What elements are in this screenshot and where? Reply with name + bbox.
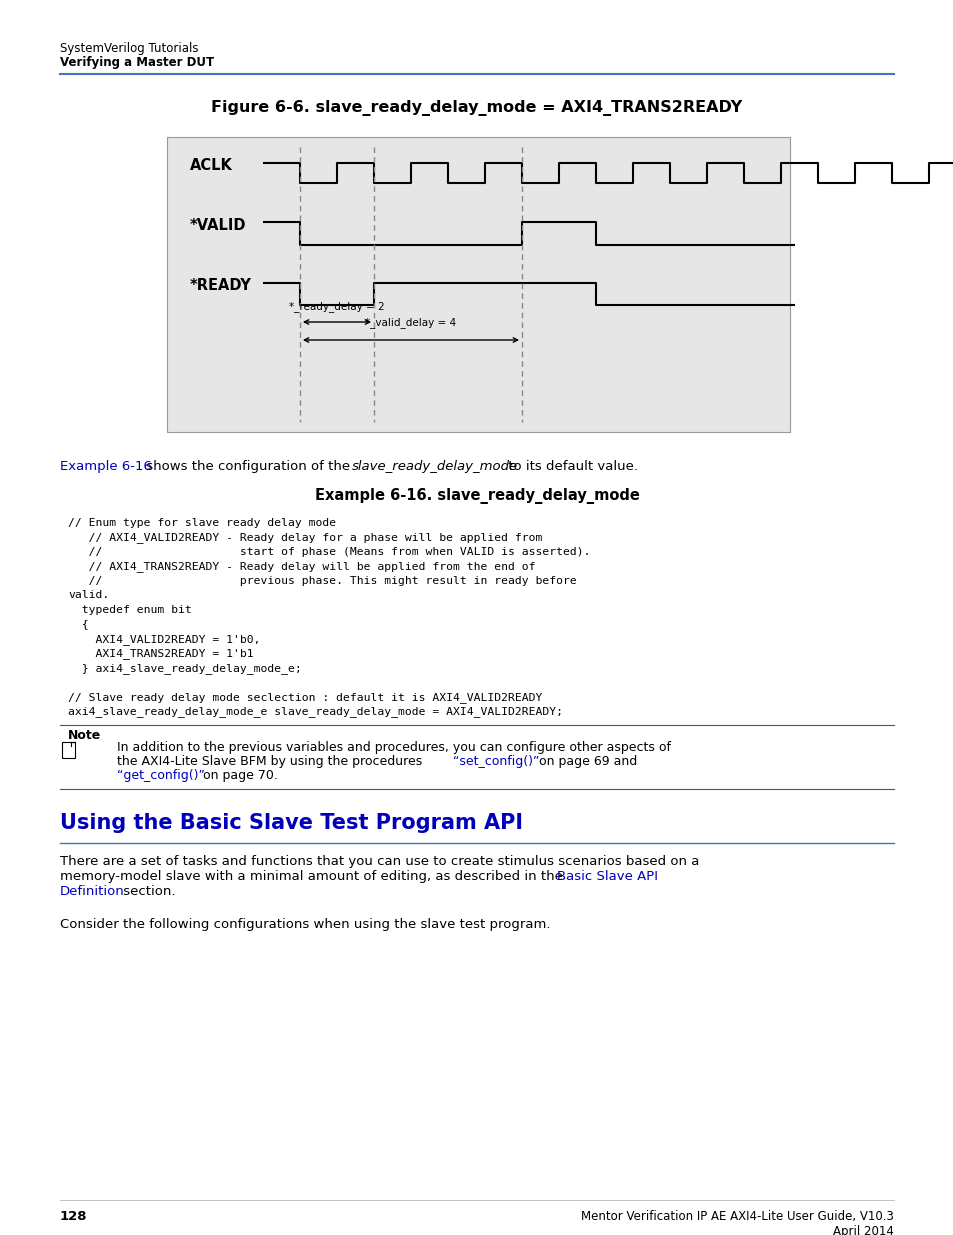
Text: *VALID: *VALID xyxy=(190,219,246,233)
Text: //                    previous phase. This might result in ready before: // previous phase. This might result in … xyxy=(68,576,577,585)
Text: slave_ready_delay_mode: slave_ready_delay_mode xyxy=(352,459,517,473)
Text: Example 6-16: Example 6-16 xyxy=(60,459,152,473)
Text: “get_config()”: “get_config()” xyxy=(117,769,205,782)
Text: ACLK: ACLK xyxy=(190,158,233,173)
Text: Example 6-16. slave_ready_delay_mode: Example 6-16. slave_ready_delay_mode xyxy=(314,488,639,504)
Text: SystemVerilog Tutorials: SystemVerilog Tutorials xyxy=(60,42,198,56)
Text: } axi4_slave_ready_delay_mode_e;: } axi4_slave_ready_delay_mode_e; xyxy=(68,663,301,674)
Text: There are a set of tasks and functions that you can use to create stimulus scena: There are a set of tasks and functions t… xyxy=(60,855,699,868)
Text: // AXI4_TRANS2READY - Ready delay will be applied from the end of: // AXI4_TRANS2READY - Ready delay will b… xyxy=(68,562,535,572)
Text: 128: 128 xyxy=(60,1210,88,1223)
Text: Verifying a Master DUT: Verifying a Master DUT xyxy=(60,56,213,69)
Text: Definition: Definition xyxy=(60,885,125,898)
Text: Basic Slave API: Basic Slave API xyxy=(557,869,658,883)
Text: *_ready_delay = 2: *_ready_delay = 2 xyxy=(289,301,384,312)
Text: Consider the following configurations when using the slave test program.: Consider the following configurations wh… xyxy=(60,918,550,931)
Text: shows the configuration of the: shows the configuration of the xyxy=(142,459,356,473)
Text: *_valid_delay = 4: *_valid_delay = 4 xyxy=(365,317,456,329)
Text: Figure 6-6. slave_ready_delay_mode = AXI4_TRANS2READY: Figure 6-6. slave_ready_delay_mode = AXI… xyxy=(212,100,741,116)
Text: AXI4_VALID2READY = 1'b0,: AXI4_VALID2READY = 1'b0, xyxy=(68,634,260,645)
Text: {: { xyxy=(68,620,89,630)
Text: AXI4_TRANS2READY = 1'b1: AXI4_TRANS2READY = 1'b1 xyxy=(68,648,253,659)
Bar xyxy=(62,742,75,758)
Text: on page 70.: on page 70. xyxy=(199,769,277,782)
Text: // Slave ready delay mode seclection : default it is AXI4_VALID2READY: // Slave ready delay mode seclection : d… xyxy=(68,692,542,703)
Text: valid.: valid. xyxy=(68,590,110,600)
Text: // AXI4_VALID2READY - Ready delay for a phase will be applied from: // AXI4_VALID2READY - Ready delay for a … xyxy=(68,532,542,543)
Text: In addition to the previous variables and procedures, you can configure other as: In addition to the previous variables an… xyxy=(117,741,670,755)
Text: // Enum type for slave ready delay mode: // Enum type for slave ready delay mode xyxy=(68,517,335,529)
Text: Mentor Verification IP AE AXI4-Lite User Guide, V10.3
                        Ap: Mentor Verification IP AE AXI4-Lite User… xyxy=(580,1210,893,1235)
Text: Note: Note xyxy=(68,729,101,742)
Text: on page 69 and: on page 69 and xyxy=(535,755,637,768)
Text: *READY: *READY xyxy=(190,278,252,293)
Text: section.: section. xyxy=(119,885,175,898)
Text: the AXI4-Lite Slave BFM by using the procedures: the AXI4-Lite Slave BFM by using the pro… xyxy=(117,755,426,768)
Bar xyxy=(167,137,789,432)
Text: “set_config()”: “set_config()” xyxy=(453,755,538,768)
Text: axi4_slave_ready_delay_mode_e slave_ready_delay_mode = AXI4_VALID2READY;: axi4_slave_ready_delay_mode_e slave_read… xyxy=(68,706,562,718)
Text: to its default value.: to its default value. xyxy=(503,459,638,473)
Text: Using the Basic Slave Test Program API: Using the Basic Slave Test Program API xyxy=(60,813,522,832)
Text: typedef enum bit: typedef enum bit xyxy=(68,605,192,615)
Text: memory-model slave with a minimal amount of editing, as described in the: memory-model slave with a minimal amount… xyxy=(60,869,566,883)
Text: //                    start of phase (Means from when VALID is asserted).: // start of phase (Means from when VALID… xyxy=(68,547,590,557)
